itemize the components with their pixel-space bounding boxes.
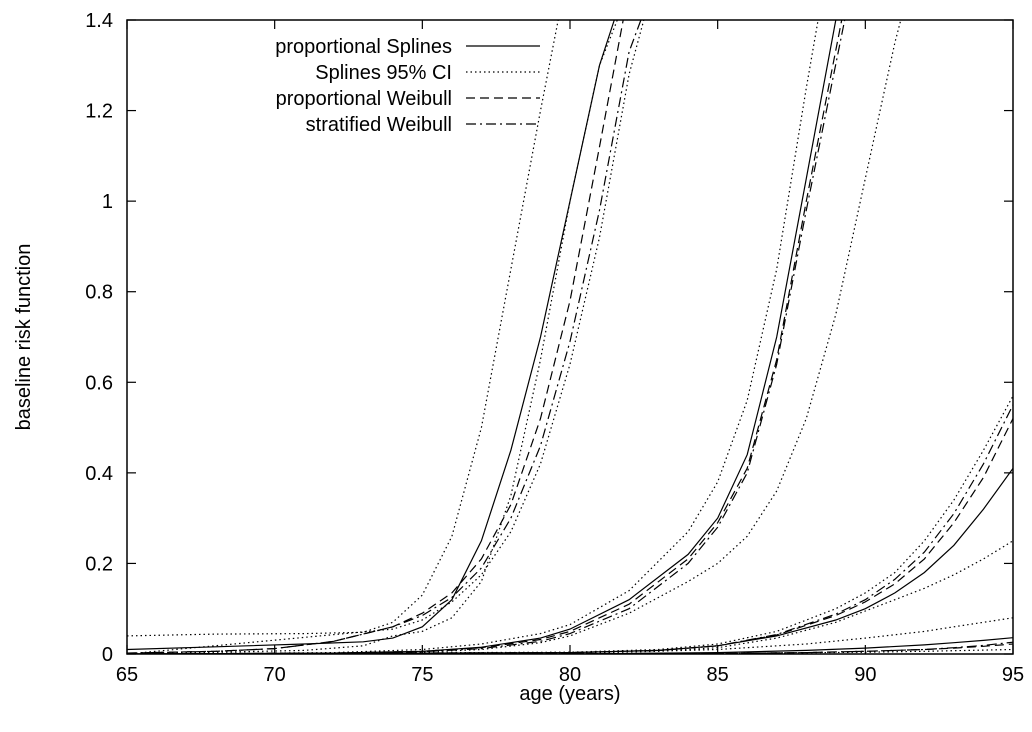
series-line-B-dotted-8 [127, 20, 902, 654]
series-line-D-dotted-17 [127, 617, 1013, 654]
legend-label-2: proportional Weibull [276, 88, 452, 110]
x-axis-label: age (years) [519, 683, 620, 705]
y-tick-label-0: 0 [102, 644, 113, 666]
x-tick-label-95: 95 [1002, 664, 1024, 686]
x-tick-label-80: 80 [559, 664, 581, 686]
series-line-B-dotted-7 [127, 20, 819, 654]
series-line-A-dashdot-4 [127, 20, 642, 654]
x-tick-label-70: 70 [264, 664, 286, 686]
legend-label-1: Splines 95% CI [315, 62, 452, 84]
x-axis: 65 70 75 80 85 90 95 [116, 20, 1024, 686]
y-tick-label-1: 1 [102, 191, 113, 213]
series-line-A-dotted-1 [127, 20, 559, 637]
y-axis: 0 0.2 0.4 0.6 0.8 1 1.2 1.4 [85, 10, 1013, 666]
series-layer [127, 20, 1013, 654]
x-tick-label-85: 85 [707, 664, 729, 686]
y-tick-label-0.6: 0.6 [85, 372, 113, 394]
series-line-A-solid-0 [127, 20, 615, 651]
series-line-B-dashdot-10 [127, 20, 846, 654]
series-line-B-dashed-9 [127, 20, 843, 654]
series-line-C-dotted-12 [127, 395, 1013, 654]
series-line-C-dashdot-15 [127, 404, 1013, 654]
series-line-A-dotted-5 [127, 20, 645, 654]
x-tick-label-90: 90 [854, 664, 876, 686]
x-tick-label-75: 75 [411, 664, 433, 686]
y-tick-label-1.4: 1.4 [85, 10, 113, 32]
y-axis-label: baseline risk function [13, 244, 35, 431]
series-line-D-dashdot-20 [127, 641, 1013, 654]
y-tick-label-1.2: 1.2 [85, 101, 113, 123]
legend: proportional Splines Splines 95% CI propor… [275, 36, 540, 136]
y-tick-label-0.4: 0.4 [85, 463, 113, 485]
plot-frame [126, 19, 1014, 655]
series-line-C-dashed-14 [127, 418, 1013, 654]
x-tick-label-65: 65 [116, 664, 138, 686]
series-line-C-solid-11 [127, 467, 1013, 654]
y-tick-label-0.8: 0.8 [85, 282, 113, 304]
legend-label-0: proportional Splines [275, 36, 452, 58]
legend-label-3: stratified Weibull [306, 114, 452, 136]
series-line-C-dotted-13 [127, 540, 1013, 654]
y-tick-label-0.2: 0.2 [85, 553, 113, 575]
